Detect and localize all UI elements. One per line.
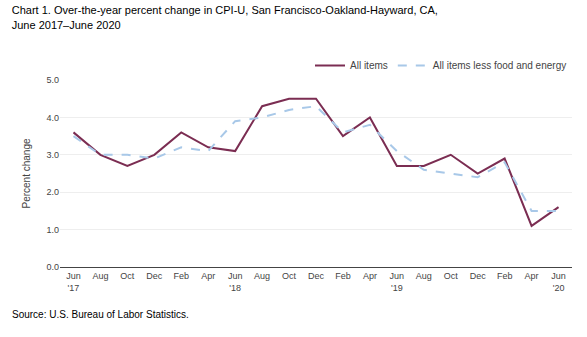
svg-text:Aug: Aug [92, 271, 108, 281]
svg-text:Jun'18: Jun'18 [228, 271, 243, 293]
svg-text:Apr: Apr [525, 271, 539, 281]
svg-text:Dec: Dec [308, 271, 325, 281]
svg-text:Aug: Aug [254, 271, 270, 281]
svg-text:Feb: Feb [497, 271, 513, 281]
svg-text:Feb: Feb [174, 271, 190, 281]
svg-text:Jun'20: Jun'20 [551, 271, 566, 293]
svg-text:Percent change: Percent change [21, 138, 32, 208]
svg-text:Jun'19: Jun'19 [390, 271, 405, 293]
svg-text:Oct: Oct [282, 271, 297, 281]
svg-text:All items less food and energy: All items less food and energy [433, 60, 566, 71]
svg-text:4.0: 4.0 [46, 113, 59, 123]
svg-text:Chart 1. Over-the-year percent: Chart 1. Over-the-year percent change in… [12, 4, 438, 30]
svg-text:Feb: Feb [335, 271, 351, 281]
svg-text:Aug: Aug [416, 271, 432, 281]
svg-text:Oct: Oct [120, 271, 135, 281]
svg-text:2.0: 2.0 [46, 187, 59, 197]
svg-text:All items: All items [350, 60, 388, 71]
svg-text:Oct: Oct [444, 271, 459, 281]
svg-text:Source: U.S. Bureau of Labor S: Source: U.S. Bureau of Labor Statistics. [12, 309, 189, 320]
svg-text:1.0: 1.0 [46, 225, 59, 235]
svg-text:Dec: Dec [146, 271, 163, 281]
svg-text:Jun'17: Jun'17 [66, 271, 81, 293]
svg-text:5.0: 5.0 [46, 75, 59, 85]
svg-text:Dec: Dec [470, 271, 487, 281]
svg-text:3.0: 3.0 [46, 150, 59, 160]
svg-text:0.0: 0.0 [46, 262, 59, 272]
svg-text:Apr: Apr [363, 271, 377, 281]
svg-text:Apr: Apr [201, 271, 215, 281]
